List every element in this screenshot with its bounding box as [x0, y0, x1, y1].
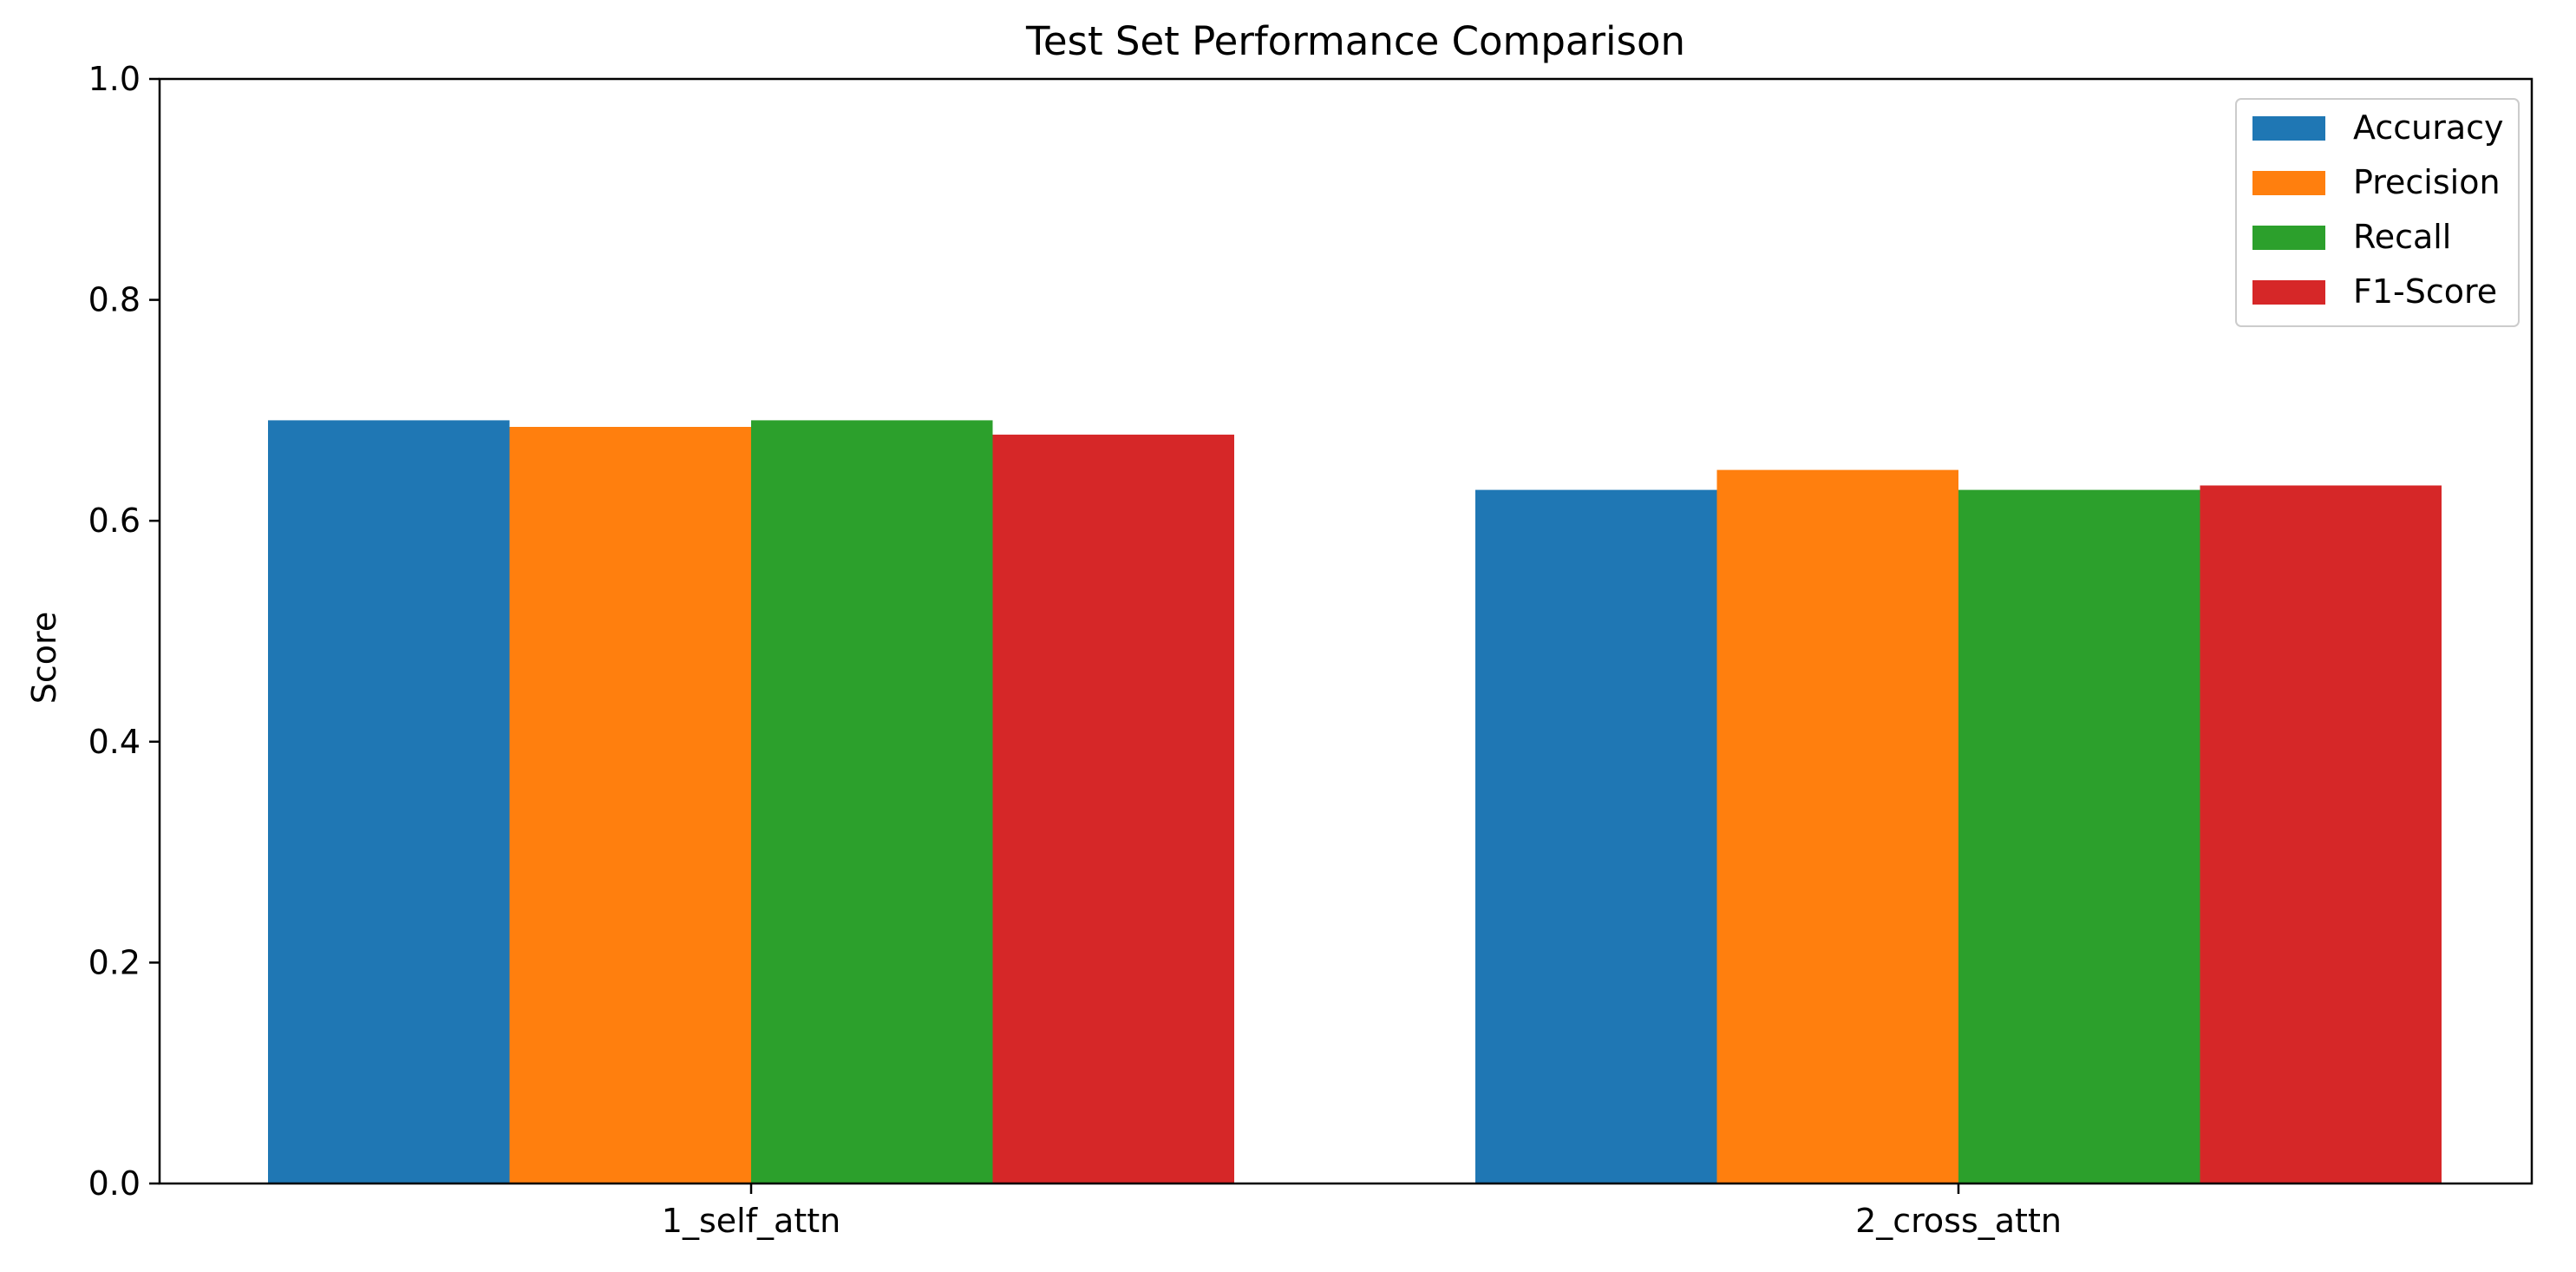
y-tick-label: 0.2 — [88, 943, 141, 981]
legend: Accuracy Precision Recall F1-Score — [2235, 98, 2520, 327]
y-axis-label: Score — [25, 612, 63, 704]
bars-group — [268, 420, 2442, 1183]
bar-precision-1-self-attn — [509, 427, 751, 1183]
x-tick-label: 2_cross_attn — [1855, 1202, 2062, 1240]
legend-swatch-f1-score — [2252, 280, 2325, 305]
legend-swatch-accuracy — [2252, 116, 2325, 141]
legend-swatch-recall — [2252, 226, 2325, 250]
legend-box — [2235, 98, 2520, 327]
y-axis-ticks: 0.0 0.2 0.4 0.6 0.8 1.0 — [88, 60, 160, 1203]
y-tick-label: 1.0 — [88, 60, 141, 98]
bar-f1-score-2-cross-attn — [2200, 485, 2442, 1183]
y-tick-label: 0.4 — [88, 723, 141, 761]
x-axis-ticks: 1_self_attn 2_cross_attn — [662, 1183, 2062, 1240]
y-tick-label: 0.0 — [88, 1164, 141, 1203]
bar-accuracy-2-cross-attn — [1475, 489, 1717, 1183]
legend-label-accuracy: Accuracy — [2353, 108, 2504, 147]
bar-f1-score-1-self-attn — [992, 434, 1234, 1183]
bar-accuracy-1-self-attn — [268, 420, 510, 1183]
legend-label-precision: Precision — [2353, 163, 2501, 201]
bar-recall-2-cross-attn — [1958, 489, 2200, 1183]
legend-swatch-precision — [2252, 171, 2325, 195]
plot-frame — [158, 77, 2534, 1185]
bar-recall-1-self-attn — [751, 420, 993, 1183]
chart-title: Test Set Performance Comparison — [1025, 18, 1685, 64]
legend-label-recall: Recall — [2353, 218, 2451, 256]
y-tick-label: 0.6 — [88, 502, 141, 540]
bar-precision-2-cross-attn — [1716, 469, 1958, 1183]
x-tick-label: 1_self_attn — [662, 1202, 840, 1240]
y-tick-label: 0.8 — [88, 281, 141, 319]
legend-label-f1-score: F1-Score — [2353, 272, 2497, 311]
